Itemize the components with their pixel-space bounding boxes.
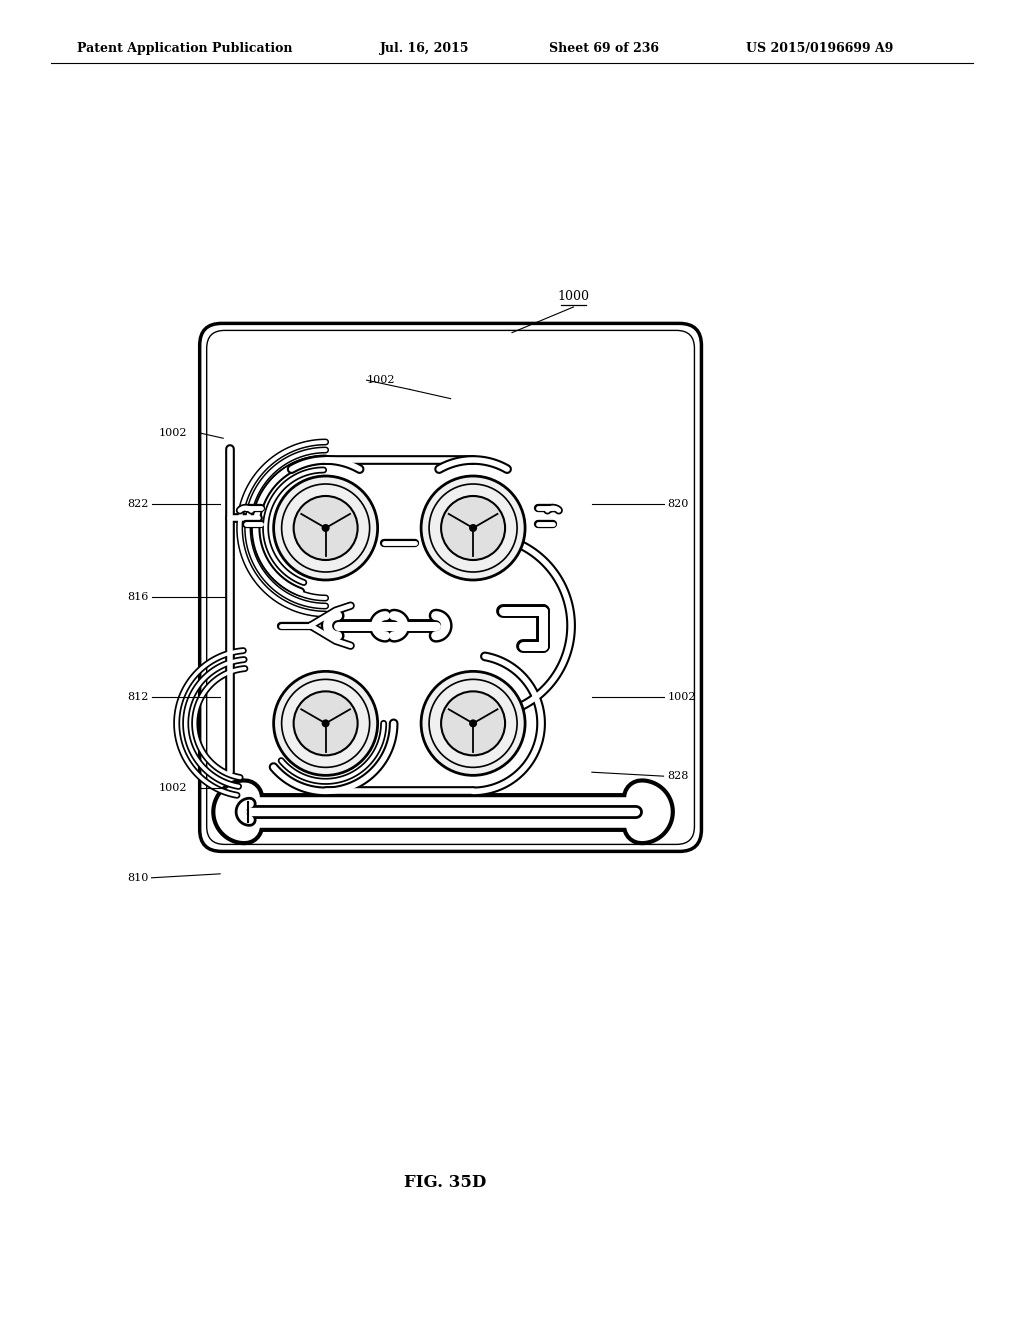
Text: 822: 822 (127, 499, 148, 510)
Circle shape (273, 672, 378, 775)
Circle shape (421, 477, 525, 579)
Circle shape (469, 719, 477, 727)
Text: Patent Application Publication: Patent Application Publication (77, 42, 292, 55)
Text: Sheet 69 of 236: Sheet 69 of 236 (549, 42, 659, 55)
Circle shape (294, 496, 357, 560)
Text: Jul. 16, 2015: Jul. 16, 2015 (380, 42, 470, 55)
Text: 1000: 1000 (557, 290, 590, 304)
Text: 816: 816 (127, 591, 148, 602)
Text: 1002: 1002 (159, 428, 187, 438)
Circle shape (273, 477, 378, 579)
Text: FIG. 35D: FIG. 35D (404, 1175, 486, 1191)
Circle shape (421, 672, 525, 775)
Circle shape (322, 719, 330, 727)
FancyBboxPatch shape (200, 323, 701, 851)
Circle shape (322, 524, 330, 532)
Text: 1002: 1002 (367, 375, 395, 385)
Text: 820: 820 (668, 499, 689, 510)
Text: US 2015/0196699 A9: US 2015/0196699 A9 (745, 42, 893, 55)
Text: 812: 812 (127, 692, 148, 702)
Text: 810: 810 (127, 873, 148, 883)
Text: 828: 828 (668, 771, 689, 781)
Text: 1002: 1002 (159, 783, 187, 793)
Circle shape (294, 692, 357, 755)
Circle shape (441, 496, 505, 560)
Circle shape (469, 524, 477, 532)
Circle shape (441, 692, 505, 755)
Text: 1002: 1002 (668, 692, 696, 702)
